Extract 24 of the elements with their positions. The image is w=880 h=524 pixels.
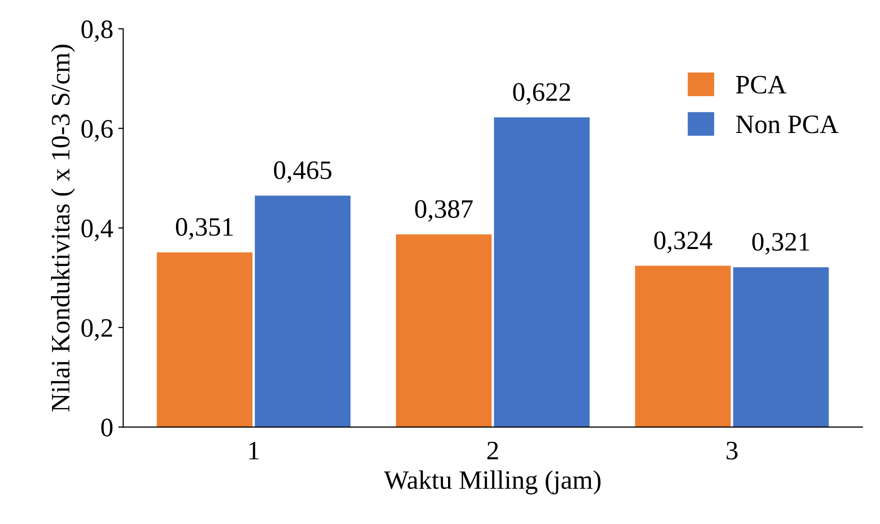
bar bbox=[494, 117, 590, 428]
data-label: 0,465 bbox=[274, 161, 332, 183]
bar bbox=[733, 267, 829, 428]
x-axis-title: Waktu Milling (jam) bbox=[384, 470, 601, 494]
x-tick-label: 2 bbox=[487, 442, 498, 460]
legend-label: Non PCA bbox=[736, 116, 838, 134]
bar bbox=[635, 266, 731, 428]
data-label: 0,622 bbox=[513, 83, 570, 105]
x-tick-label: 3 bbox=[726, 442, 738, 460]
y-tick-label: 0,2 bbox=[82, 319, 112, 341]
y-tick-label: 0 bbox=[101, 418, 112, 436]
legend-label: PCA bbox=[736, 76, 786, 94]
data-label: 0,321 bbox=[752, 232, 810, 255]
y-tick-label: 0,8 bbox=[82, 20, 112, 42]
y-tick-label: 0,4 bbox=[82, 220, 114, 242]
bar bbox=[156, 252, 252, 428]
data-label: 0,324 bbox=[654, 231, 712, 254]
bar bbox=[254, 196, 351, 428]
data-label: 0,387 bbox=[415, 200, 473, 222]
bar bbox=[396, 234, 492, 428]
y-tick-label: 0,6 bbox=[82, 120, 113, 142]
data-label: 0,351 bbox=[176, 218, 233, 240]
x-tick-label: 1 bbox=[249, 442, 259, 460]
y-axis-title: Nilai Konduktivitas ( x 10-3 S/cm) bbox=[51, 44, 75, 412]
